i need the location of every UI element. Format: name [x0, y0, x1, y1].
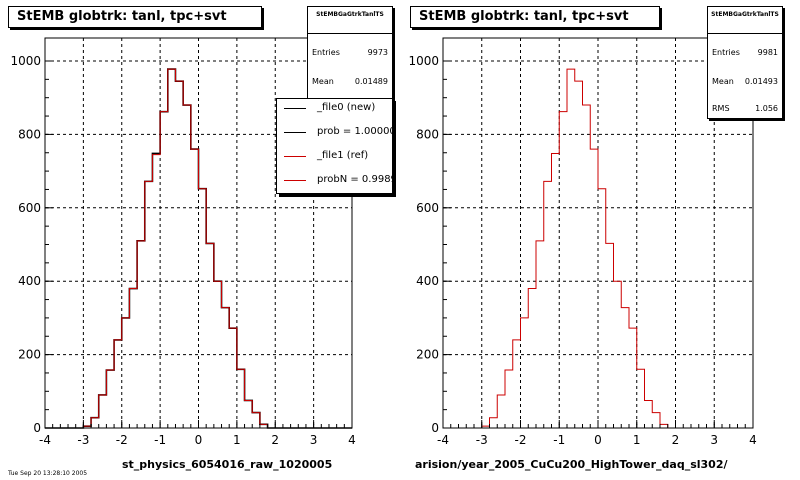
right-stats-separator	[708, 33, 782, 34]
right-x-tick-label: 4	[749, 433, 757, 447]
legend-swatch-file0	[284, 108, 306, 109]
left-stats-name: StEMBGaGtrkTanlTS	[316, 11, 384, 18]
right-stats-entries-row: Entries 9981	[712, 48, 778, 60]
legend-swatch-file1	[284, 156, 306, 157]
legend-label-probn: probN = 0.998961	[317, 174, 392, 185]
right-x-tick-label: -1	[553, 433, 565, 447]
legend-label-prob: prob = 1.000000	[317, 126, 392, 137]
left-stats-separator	[308, 33, 392, 34]
right-y-tick-label: 400	[416, 274, 439, 288]
right-stats-rms-row: RMS 1.056	[712, 104, 778, 116]
right-stats-name: StEMBGaGtrkTanlTS	[711, 11, 779, 18]
legend-swatch-probn	[284, 180, 306, 181]
left-legend: _file0 (new) prob = 1.000000 _file1 (ref…	[276, 98, 393, 194]
left-stats-mean-row: Mean 0.01489	[312, 77, 388, 89]
left-stats-mean-label: Mean	[312, 77, 334, 86]
right-y-tick-label: 600	[416, 201, 439, 215]
left-x-axis-label: st_physics_6054016_raw_1020005	[122, 458, 333, 471]
right-stats-entries-value: 9981	[757, 48, 778, 57]
right-x-tick-label: 3	[710, 433, 718, 447]
right-x-tick-label: 0	[594, 433, 602, 447]
legend-entry-probn: probN = 0.998961	[277, 171, 392, 193]
right-stats-rms-value: 1.056	[755, 104, 778, 113]
right-x-tick-label: -4	[437, 433, 449, 447]
left-y-tick-label: 600	[18, 201, 41, 215]
right-x-axis-label: arision/year_2005_CuCu200_HighTower_daq_…	[415, 458, 728, 471]
left-x-tick-label: 1	[233, 433, 241, 447]
right-x-tick-label: -3	[476, 433, 488, 447]
left-chart-title: StEMB globtrk: tanl, tpc+svt	[8, 6, 262, 28]
legend-swatch-prob	[284, 132, 306, 133]
legend-entry-file0: _file0 (new)	[277, 99, 392, 121]
left-x-tick-label: -1	[154, 433, 166, 447]
right-y-tick-label: 800	[416, 127, 439, 141]
left-y-tick-label: 800	[18, 127, 41, 141]
right-y-tick-label: 200	[416, 348, 439, 362]
right-x-tick-label: -2	[515, 433, 527, 447]
left-y-tick-label: 200	[18, 348, 41, 362]
right-x-tick-label: 2	[672, 433, 680, 447]
right-y-tick-label: 1000	[408, 54, 439, 68]
right-y-tick-label: 0	[431, 421, 439, 435]
right-stats-mean-value: 0.01493	[744, 77, 778, 86]
left-stats-entries-value: 9973	[367, 48, 388, 57]
left-y-tick-label: 1000	[10, 54, 41, 68]
right-stats-rms-label: RMS	[712, 104, 730, 113]
left-x-tick-label: -3	[77, 433, 89, 447]
left-x-tick-label: -4	[39, 433, 51, 447]
left-stats-mean-value: 0.01489	[354, 77, 388, 86]
left-x-tick-label: 3	[310, 433, 318, 447]
left-x-tick-label: 2	[271, 433, 279, 447]
right-stats-mean-label: Mean	[712, 77, 734, 86]
legend-entry-file1: _file1 (ref)	[277, 147, 392, 169]
legend-label-file1: _file1 (ref)	[317, 150, 369, 161]
left-x-tick-label: 0	[195, 433, 203, 447]
left-x-tick-label: -2	[116, 433, 128, 447]
left-y-tick-label: 400	[18, 274, 41, 288]
right-x-tick-label: 1	[633, 433, 641, 447]
right-chart-title: StEMB globtrk: tanl, tpc+svt	[410, 6, 660, 28]
footer-timestamp: Tue Sep 20 13:28:10 2005	[8, 470, 88, 477]
right-stats-entries-label: Entries	[712, 48, 740, 57]
left-stats-entries-row: Entries 9973	[312, 48, 388, 60]
right-stats-mean-row: Mean 0.01493	[712, 77, 778, 89]
left-x-tick-label: 4	[348, 433, 356, 447]
right-stats-box: StEMBGaGtrkTanlTS Entries 9981 Mean 0.01…	[707, 6, 783, 119]
legend-label-file0: _file0 (new)	[317, 102, 376, 113]
legend-entry-prob: prob = 1.000000	[277, 123, 392, 145]
left-y-tick-label: 0	[33, 421, 41, 435]
left-stats-entries-label: Entries	[312, 48, 340, 57]
